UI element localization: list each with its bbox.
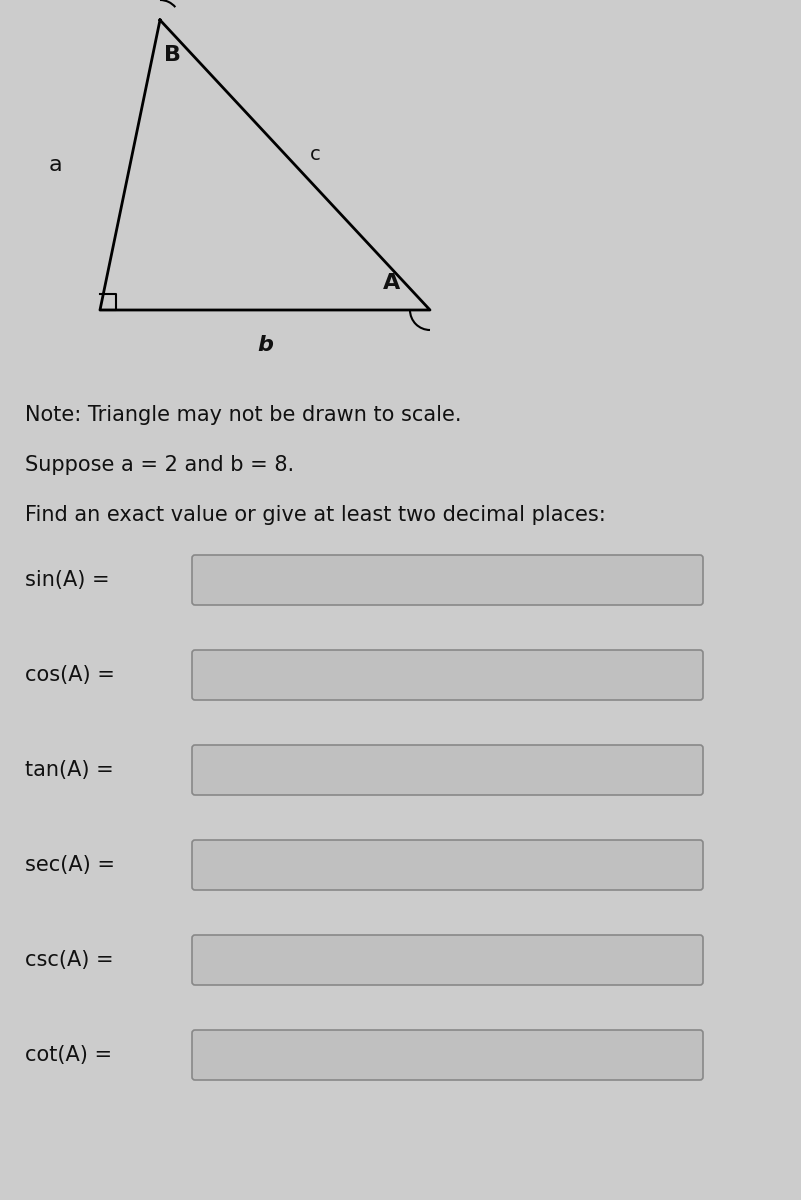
Text: c: c [310, 145, 320, 164]
Text: sec(A) =: sec(A) = [25, 854, 115, 875]
FancyBboxPatch shape [192, 650, 703, 700]
Text: sin(A) =: sin(A) = [25, 570, 110, 590]
FancyBboxPatch shape [192, 935, 703, 985]
Text: a: a [48, 155, 62, 175]
Text: A: A [384, 272, 400, 293]
Text: cos(A) =: cos(A) = [25, 665, 115, 685]
FancyBboxPatch shape [192, 554, 703, 605]
FancyBboxPatch shape [192, 840, 703, 890]
Text: Note: Triangle may not be drawn to scale.: Note: Triangle may not be drawn to scale… [25, 404, 461, 425]
Text: b: b [257, 335, 273, 355]
Text: Suppose a = 2 and b = 8.: Suppose a = 2 and b = 8. [25, 455, 294, 475]
Text: tan(A) =: tan(A) = [25, 760, 114, 780]
Text: csc(A) =: csc(A) = [25, 950, 114, 970]
Text: Find an exact value or give at least two decimal places:: Find an exact value or give at least two… [25, 505, 606, 526]
Text: cot(A) =: cot(A) = [25, 1045, 112, 1066]
FancyBboxPatch shape [192, 745, 703, 794]
Text: B: B [164, 44, 182, 65]
FancyBboxPatch shape [192, 1030, 703, 1080]
